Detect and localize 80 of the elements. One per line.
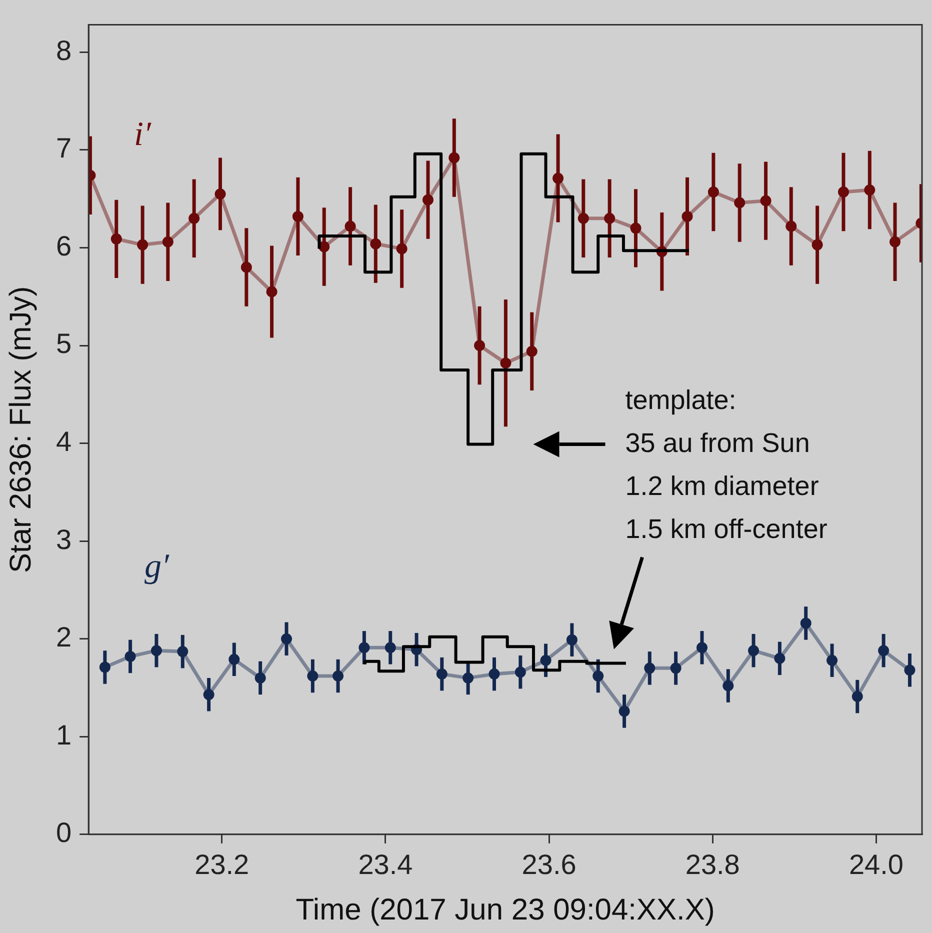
point — [396, 243, 408, 254]
y-tick-label: 0 — [56, 817, 72, 848]
point — [500, 358, 512, 369]
point — [436, 668, 448, 680]
point — [344, 220, 356, 232]
series-label: g′ — [144, 548, 169, 586]
point — [904, 664, 916, 676]
y-tick-label: 8 — [56, 34, 72, 66]
point — [540, 654, 552, 666]
y-tick-label: 1 — [56, 719, 72, 750]
point — [474, 340, 486, 352]
point — [722, 680, 734, 692]
point — [370, 238, 382, 250]
point — [526, 346, 538, 357]
point — [630, 222, 642, 234]
point — [240, 262, 252, 273]
y-axis-title: Star 2636: Flux (mJy) — [4, 286, 38, 573]
point — [696, 642, 708, 654]
point — [266, 286, 278, 298]
point — [488, 668, 500, 680]
point — [552, 172, 564, 184]
point — [99, 662, 110, 673]
point — [682, 210, 693, 222]
point — [162, 236, 174, 248]
point — [254, 672, 266, 684]
x-tick-label: 23.4 — [358, 848, 413, 880]
point — [384, 642, 396, 654]
x-tick-label: 24.0 — [848, 848, 904, 880]
point — [188, 212, 200, 224]
point — [177, 646, 188, 658]
x-tick-label: 23.8 — [685, 848, 740, 880]
y-tick-label: 7 — [56, 132, 72, 164]
point — [774, 652, 786, 664]
point — [150, 645, 162, 656]
point — [890, 236, 901, 248]
point — [838, 186, 849, 198]
point — [760, 195, 772, 206]
point — [604, 212, 616, 224]
point — [864, 184, 876, 196]
point — [137, 239, 148, 250]
point — [800, 618, 812, 629]
point — [786, 220, 797, 232]
point — [318, 241, 330, 252]
point — [748, 645, 760, 656]
y-tick-label: 5 — [56, 328, 72, 360]
point — [292, 210, 304, 222]
point — [670, 662, 682, 674]
point — [708, 186, 719, 198]
point — [618, 706, 630, 717]
point — [110, 233, 122, 244]
point — [422, 194, 434, 206]
point — [878, 645, 890, 656]
point — [448, 152, 460, 164]
point — [307, 670, 318, 682]
point — [203, 689, 214, 700]
point — [812, 239, 823, 250]
point — [214, 188, 226, 200]
x-tick-label: 23.2 — [194, 848, 250, 880]
x-tick-label: 23.6 — [522, 848, 576, 880]
point — [826, 654, 838, 666]
point — [734, 197, 746, 208]
point — [228, 654, 240, 665]
point — [281, 633, 292, 644]
point — [462, 672, 474, 684]
series-label: i′ — [134, 116, 151, 154]
y-tick-label: 4 — [56, 426, 72, 458]
y-tick-label: 3 — [56, 524, 72, 555]
x-axis-title: Time (2017 Jun 23 09:04:XX.X) — [296, 893, 715, 926]
point — [124, 650, 136, 662]
point — [358, 642, 370, 654]
point — [514, 666, 526, 678]
point — [644, 662, 656, 674]
point — [578, 212, 589, 224]
point — [852, 691, 863, 702]
point — [566, 634, 578, 646]
point — [592, 670, 604, 682]
point — [332, 670, 344, 682]
y-tick-label: 6 — [56, 230, 72, 262]
y-tick-label: 2 — [56, 622, 72, 653]
annotation: template: 35 au from Sun 1.2 km diameter 1.5 km off-center — [625, 384, 828, 546]
